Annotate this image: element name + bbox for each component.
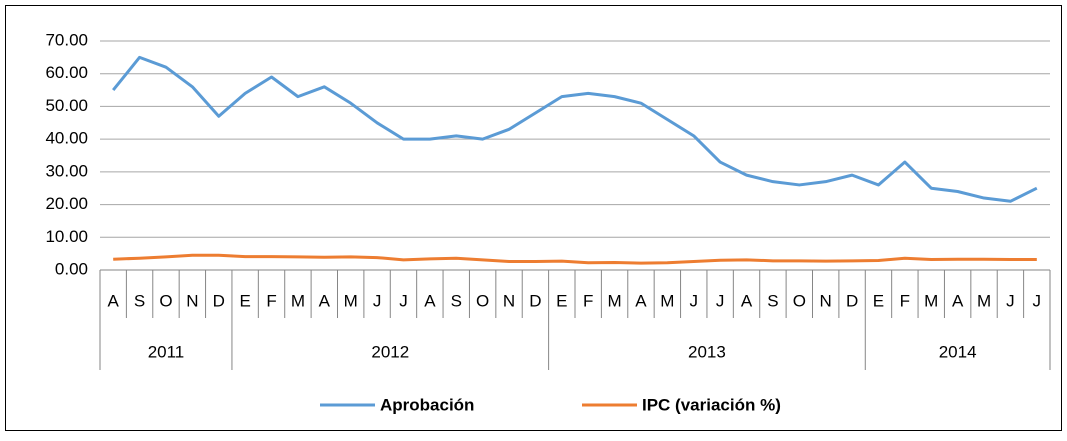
x-tick-label: E: [556, 291, 567, 310]
x-tick-label: F: [583, 291, 593, 310]
x-tick-label: A: [108, 291, 120, 310]
x-tick-label: A: [952, 291, 964, 310]
x-tick-label: F: [900, 291, 910, 310]
year-label: 2014: [939, 342, 977, 361]
x-tick-label: M: [924, 291, 938, 310]
x-tick-label: E: [873, 291, 884, 310]
x-tick-label: J: [373, 291, 382, 310]
x-tick-label: J: [690, 291, 699, 310]
y-tick-label: 30.00: [45, 161, 88, 180]
x-tick-label: M: [607, 291, 621, 310]
y-tick-label: 70.00: [45, 30, 88, 49]
x-tick-label: N: [820, 291, 832, 310]
x-tick-label: N: [186, 291, 198, 310]
x-tick-label: S: [134, 291, 145, 310]
x-tick-label: D: [846, 291, 858, 310]
x-tick-label: J: [399, 291, 408, 310]
x-tick-label: A: [635, 291, 647, 310]
y-tick-label: 0.00: [55, 259, 88, 278]
x-tick-label: D: [213, 291, 225, 310]
year-label: 2012: [371, 342, 409, 361]
x-tick-label: N: [503, 291, 515, 310]
x-tick-label: S: [767, 291, 778, 310]
x-tick-label: J: [716, 291, 725, 310]
chart-border: [5, 5, 1062, 431]
legend-label: Aprobación: [380, 395, 474, 414]
x-tick-label: M: [344, 291, 358, 310]
x-tick-label: M: [977, 291, 991, 310]
x-tick-label: F: [266, 291, 276, 310]
x-tick-label: O: [793, 291, 806, 310]
series-line: [113, 253, 1037, 265]
y-tick-label: 50.00: [45, 96, 88, 115]
x-tick-label: A: [424, 291, 436, 310]
y-tick-label: 60.00: [45, 63, 88, 82]
x-tick-label: J: [1033, 291, 1042, 310]
x-tick-label: D: [529, 291, 541, 310]
x-tick-label: A: [741, 291, 753, 310]
series-line: [112, 55, 1038, 203]
x-tick-label: S: [451, 291, 462, 310]
y-tick-label: 40.00: [45, 129, 88, 148]
y-tick-label: 10.00: [45, 227, 88, 246]
x-tick-label: E: [239, 291, 250, 310]
x-tick-label: O: [159, 291, 172, 310]
year-label: 2011: [148, 342, 185, 361]
y-tick-label: 20.00: [45, 194, 88, 213]
x-tick-label: M: [660, 291, 674, 310]
x-tick-label: J: [1006, 291, 1015, 310]
x-tick-label: A: [319, 291, 331, 310]
legend-label: IPC (variación %): [642, 395, 781, 414]
x-tick-label: M: [291, 291, 305, 310]
year-label: 2013: [688, 342, 726, 361]
x-tick-label: O: [476, 291, 489, 310]
